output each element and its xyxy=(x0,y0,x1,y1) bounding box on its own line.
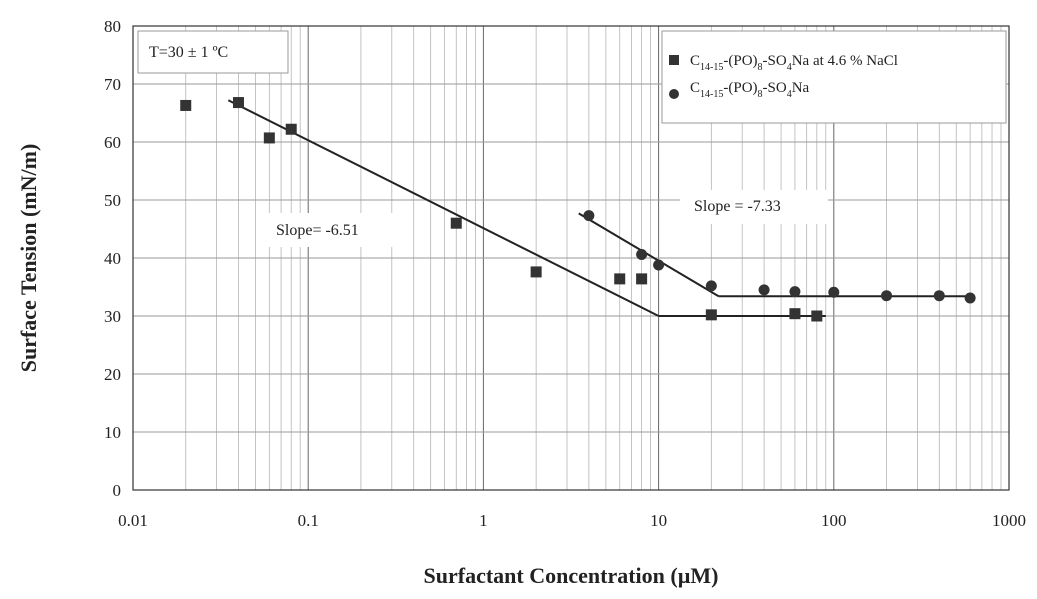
x-tick-label: 1000 xyxy=(992,511,1026,530)
legend-entry-circle: C14-15-(PO)8-SO4Na xyxy=(690,80,810,100)
y-axis-title: Surface Tension (mN/m) xyxy=(16,144,41,373)
data-point-circle xyxy=(881,290,893,302)
y-tick-label: 0 xyxy=(113,481,122,500)
y-tick-label: 70 xyxy=(104,75,121,94)
data-point-circle xyxy=(653,259,665,271)
y-tick-label: 10 xyxy=(104,423,121,442)
x-tick-label: 0.01 xyxy=(118,511,148,530)
fit-line-series-0 xyxy=(227,99,660,317)
data-point-circle xyxy=(705,280,717,292)
slope-right-label: Slope = -7.33 xyxy=(694,198,781,215)
data-point-circle xyxy=(758,284,770,296)
y-tick-label: 20 xyxy=(104,365,121,384)
data-point-square xyxy=(636,273,648,285)
data-point-circle xyxy=(828,286,840,298)
y-tick-labels: 0 10 20 30 40 50 60 70 80 xyxy=(104,17,121,500)
data-point-square xyxy=(450,217,462,229)
data-point-circle xyxy=(964,292,976,304)
legend-entry-square: C14-15-(PO)8-SO4Na at 4.6 % NaCl xyxy=(690,53,898,73)
y-tick-label: 40 xyxy=(104,249,121,268)
y-tick-label: 80 xyxy=(104,17,121,36)
data-point-square xyxy=(232,97,244,109)
temperature-box: T=30 ± 1 ºC xyxy=(137,30,289,74)
legend-marker-square xyxy=(669,55,679,65)
slope-right-box: Slope = -7.33 xyxy=(680,190,828,224)
temperature-label: T=30 ± 1 ºC xyxy=(149,44,228,61)
plot-frame xyxy=(132,25,1010,491)
fit-line-series-1 xyxy=(578,212,720,298)
data-point-circle xyxy=(583,210,595,222)
x-tick-label: 100 xyxy=(821,511,847,530)
grid xyxy=(132,26,1009,490)
fit-lines xyxy=(227,99,971,317)
legend: C14-15-(PO)8-SO4Na at 4.6 % NaCl C14-15-… xyxy=(661,30,1007,124)
legend-marker-circle xyxy=(669,89,679,99)
data-point-square xyxy=(811,310,823,322)
slope-left-label: Slope= -6.51 xyxy=(276,222,359,239)
data-point-square xyxy=(530,266,542,278)
x-tick-label: 10 xyxy=(650,511,667,530)
y-tick-label: 60 xyxy=(104,133,121,152)
data-point-square xyxy=(285,123,297,135)
data-point-square xyxy=(180,99,192,111)
slope-left-box: Slope= -6.51 xyxy=(262,213,402,247)
y-tick-label: 50 xyxy=(104,191,121,210)
y-tick-label: 30 xyxy=(104,307,121,326)
data-point-square xyxy=(705,309,717,321)
data-point-square xyxy=(614,273,626,285)
x-tick-label: 1 xyxy=(479,511,488,530)
data-point-circle xyxy=(636,249,648,261)
data-point-square xyxy=(263,132,275,144)
data-point-circle xyxy=(789,286,801,298)
data-point-square xyxy=(789,308,801,320)
data-point-circle xyxy=(933,290,945,302)
x-tick-label: 0.1 xyxy=(298,511,319,530)
data-points xyxy=(180,97,976,322)
x-tick-labels: 0.01 0.1 1 10 100 1000 xyxy=(118,511,1026,530)
x-axis-title: Surfactant Concentration (µM) xyxy=(424,563,719,588)
